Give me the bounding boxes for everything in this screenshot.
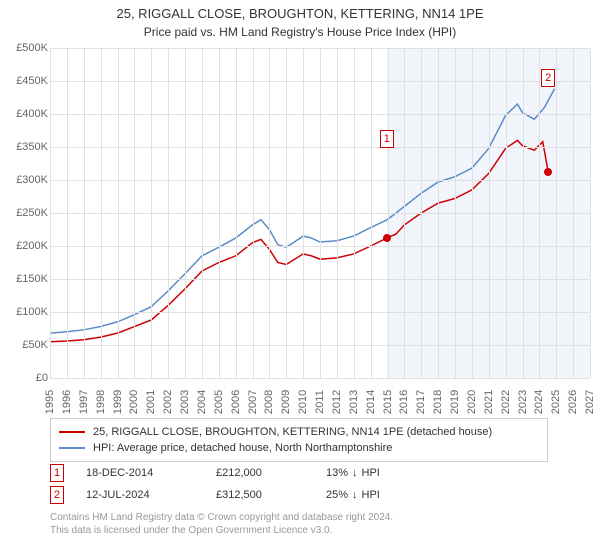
sale-date-2: 12-JUL-2024 (86, 489, 216, 501)
sale-price-1: £212,000 (216, 467, 326, 479)
chart-title: 25, RIGGALL CLOSE, BROUGHTON, KETTERING,… (0, 0, 600, 23)
chart-area: £0 £50K £100K £150K £200K £250K £300K £350K £400… (0, 42, 600, 412)
sale-diff-1: 13% ↓ HPI (326, 467, 456, 479)
plot-area: £0£50K£100K£150K£200K£250K£300K£350K£400… (50, 48, 590, 378)
x-axis-label: 2015 (382, 390, 394, 414)
x-axis-label: 2021 (483, 390, 495, 414)
x-axis-label: 2004 (196, 390, 208, 414)
footer-attribution: Contains HM Land Registry data © Crown c… (50, 512, 393, 537)
legend-box: 25, RIGGALL CLOSE, BROUGHTON, KETTERING,… (50, 418, 548, 462)
x-axis-label: 2011 (314, 390, 326, 414)
sale-row-2: 2 12-JUL-2024 £312,500 25% ↓ HPI (50, 484, 456, 506)
legend-swatch-property (59, 431, 85, 433)
down-arrow-icon: ↓ (352, 489, 358, 501)
sale-marker-dot (544, 168, 552, 176)
x-axis-label: 2002 (162, 390, 174, 414)
x-axis-label: 2022 (500, 390, 512, 414)
sale-pct-2: 25% (326, 489, 348, 501)
x-axis-label: 2024 (533, 390, 545, 414)
x-axis-label: 2020 (466, 390, 478, 414)
x-axis-label: 2009 (280, 390, 292, 414)
y-axis-label: £100K (4, 306, 48, 318)
x-axis-label: 2025 (550, 390, 562, 414)
x-axis-label: 2019 (449, 390, 461, 414)
legend-label-hpi: HPI: Average price, detached house, Nort… (93, 442, 392, 454)
x-axis-label: 2001 (145, 390, 157, 414)
legend-swatch-hpi (59, 447, 85, 449)
y-axis-label: £400K (4, 108, 48, 120)
sale-pct-1: 13% (326, 467, 348, 479)
y-axis-label: £50K (4, 339, 48, 351)
sale-marker-dot (383, 234, 391, 242)
sale-vs-1: HPI (362, 467, 380, 479)
legend-label-property: 25, RIGGALL CLOSE, BROUGHTON, KETTERING,… (93, 426, 492, 438)
legend-row-property: 25, RIGGALL CLOSE, BROUGHTON, KETTERING,… (59, 424, 539, 440)
x-axis-label: 2026 (567, 390, 579, 414)
x-axis-label: 2013 (348, 390, 360, 414)
x-axis-label: 2000 (128, 390, 140, 414)
x-axis-label: 1996 (61, 390, 73, 414)
y-axis-label: £0 (4, 372, 48, 384)
y-axis-label: £450K (4, 75, 48, 87)
chart-subtitle: Price paid vs. HM Land Registry's House … (0, 25, 600, 39)
x-axis-label: 2005 (213, 390, 225, 414)
x-axis-label: 2007 (247, 390, 259, 414)
x-axis-label: 1999 (112, 390, 124, 414)
sale-marker-box: 2 (541, 69, 555, 87)
sale-diff-2: 25% ↓ HPI (326, 489, 456, 501)
sale-row-1: 1 18-DEC-2014 £212,000 13% ↓ HPI (50, 462, 456, 484)
legend-row-hpi: HPI: Average price, detached house, Nort… (59, 440, 539, 456)
x-axis-label: 1997 (78, 390, 90, 414)
y-axis-label: £500K (4, 42, 48, 54)
y-axis-label: £350K (4, 141, 48, 153)
down-arrow-icon: ↓ (352, 467, 358, 479)
x-axis-label: 2017 (415, 390, 427, 414)
sale-badge-2: 2 (50, 486, 64, 504)
y-axis-label: £200K (4, 240, 48, 252)
x-axis-label: 2010 (297, 390, 309, 414)
x-axis-label: 2027 (584, 390, 596, 414)
y-axis-label: £300K (4, 174, 48, 186)
x-axis-label: 2016 (398, 390, 410, 414)
x-axis-label: 2006 (230, 390, 242, 414)
y-axis-label: £150K (4, 273, 48, 285)
footer-line-2: This data is licensed under the Open Gov… (50, 525, 393, 538)
sale-vs-2: HPI (362, 489, 380, 501)
sale-price-2: £312,500 (216, 489, 326, 501)
y-axis-label: £250K (4, 207, 48, 219)
chart-container: 25, RIGGALL CLOSE, BROUGHTON, KETTERING,… (0, 0, 600, 560)
x-axis-label: 2023 (517, 390, 529, 414)
sale-badge-1: 1 (50, 464, 64, 482)
x-axis-label: 1995 (44, 390, 56, 414)
sale-marker-box: 1 (380, 130, 394, 148)
x-axis-label: 2012 (331, 390, 343, 414)
sale-date-1: 18-DEC-2014 (86, 467, 216, 479)
x-axis-label: 1998 (95, 390, 107, 414)
footer-line-1: Contains HM Land Registry data © Crown c… (50, 512, 393, 525)
x-axis-label: 2003 (179, 390, 191, 414)
x-axis-label: 2014 (365, 390, 377, 414)
x-axis-label: 2008 (263, 390, 275, 414)
x-axis-label: 2018 (432, 390, 444, 414)
sales-table: 1 18-DEC-2014 £212,000 13% ↓ HPI 2 12-JU… (50, 462, 456, 506)
